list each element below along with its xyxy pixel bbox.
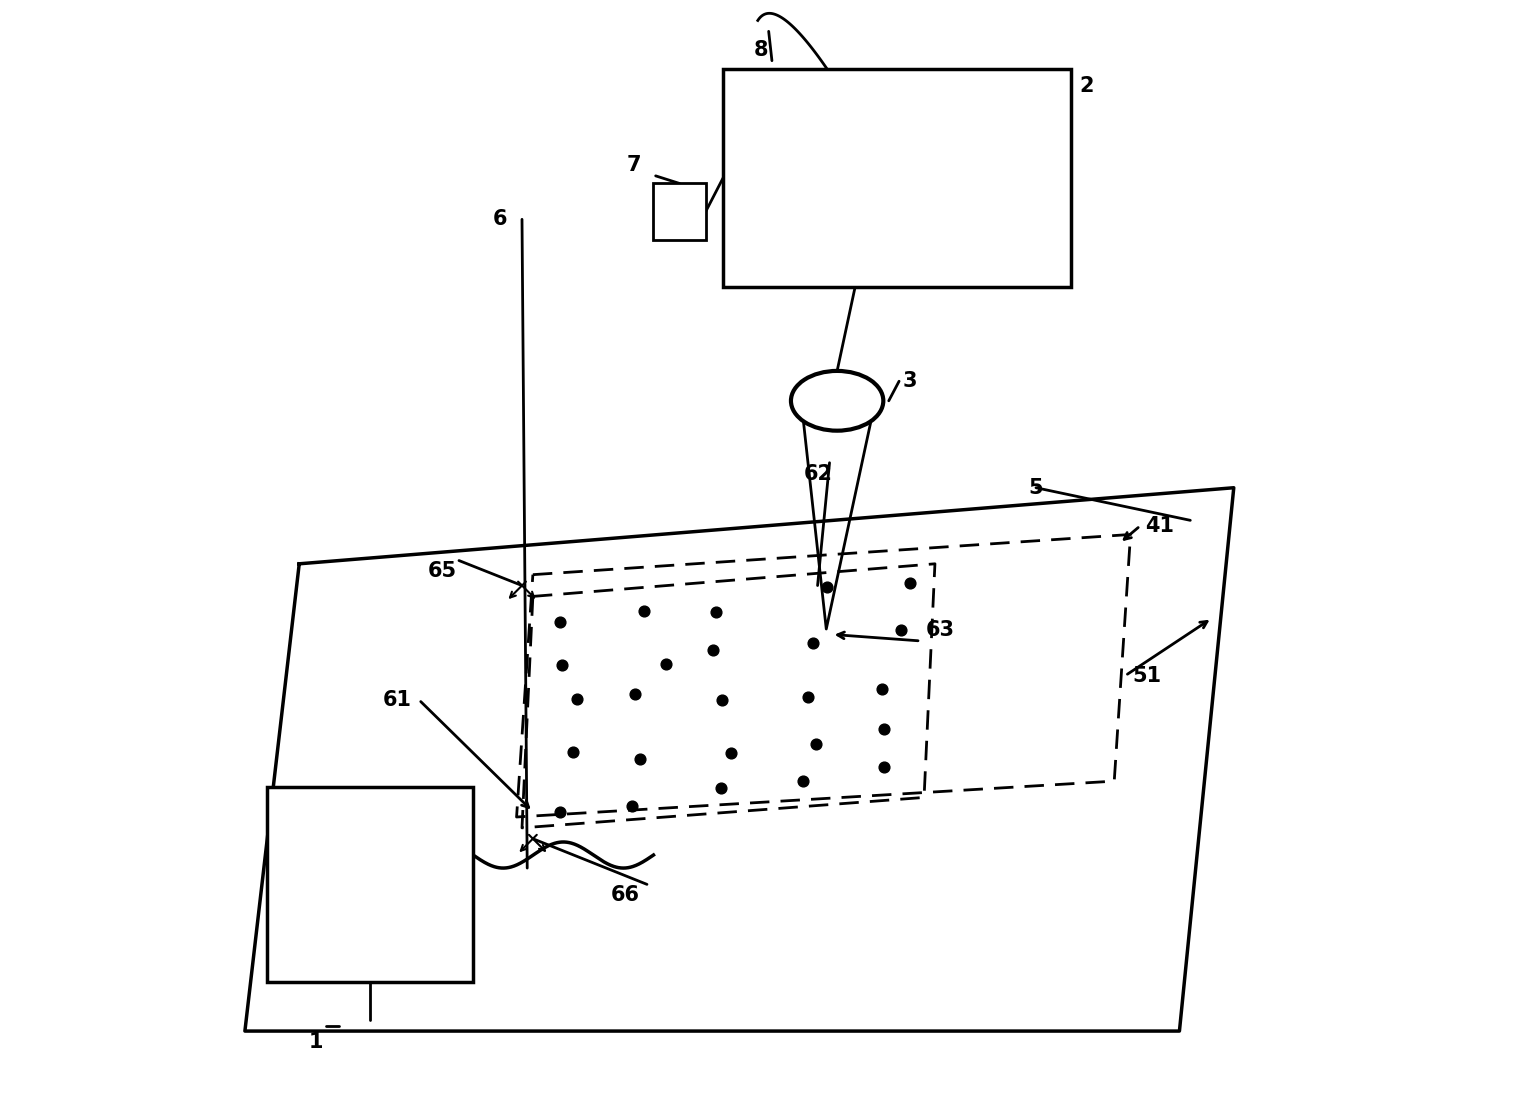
Point <box>564 690 589 707</box>
Text: 8: 8 <box>754 39 768 60</box>
Point <box>803 735 828 752</box>
Point <box>897 574 921 591</box>
Point <box>710 779 734 796</box>
Point <box>872 721 897 738</box>
Point <box>547 804 572 821</box>
Point <box>632 602 656 620</box>
Text: 66: 66 <box>610 885 639 906</box>
Point <box>621 797 645 815</box>
Text: 1: 1 <box>308 1031 323 1052</box>
Bar <box>724 69 1070 287</box>
Text: 5: 5 <box>1029 477 1044 498</box>
Point <box>889 621 914 638</box>
Text: 7: 7 <box>627 155 641 175</box>
Text: 63: 63 <box>926 620 955 641</box>
Point <box>796 688 820 705</box>
Text: 3: 3 <box>903 371 917 391</box>
Text: 2: 2 <box>1079 76 1095 95</box>
Text: 51: 51 <box>1133 666 1162 685</box>
Point <box>560 742 584 760</box>
Point <box>791 772 816 789</box>
Point <box>547 613 572 631</box>
Point <box>710 691 734 708</box>
Text: 65: 65 <box>428 562 457 581</box>
Point <box>550 656 575 673</box>
Point <box>653 655 678 672</box>
Bar <box>653 184 705 240</box>
Text: 6: 6 <box>494 209 507 229</box>
Ellipse shape <box>791 371 883 430</box>
Bar <box>267 786 474 982</box>
Text: 41: 41 <box>1145 516 1174 535</box>
Point <box>800 634 825 652</box>
Point <box>869 680 894 698</box>
Point <box>704 603 728 621</box>
Point <box>629 751 653 769</box>
Point <box>701 642 725 659</box>
Point <box>816 578 840 596</box>
Text: 61: 61 <box>383 690 411 710</box>
Point <box>622 685 647 703</box>
Text: 62: 62 <box>805 463 832 484</box>
Point <box>871 758 895 775</box>
Point <box>719 744 744 761</box>
